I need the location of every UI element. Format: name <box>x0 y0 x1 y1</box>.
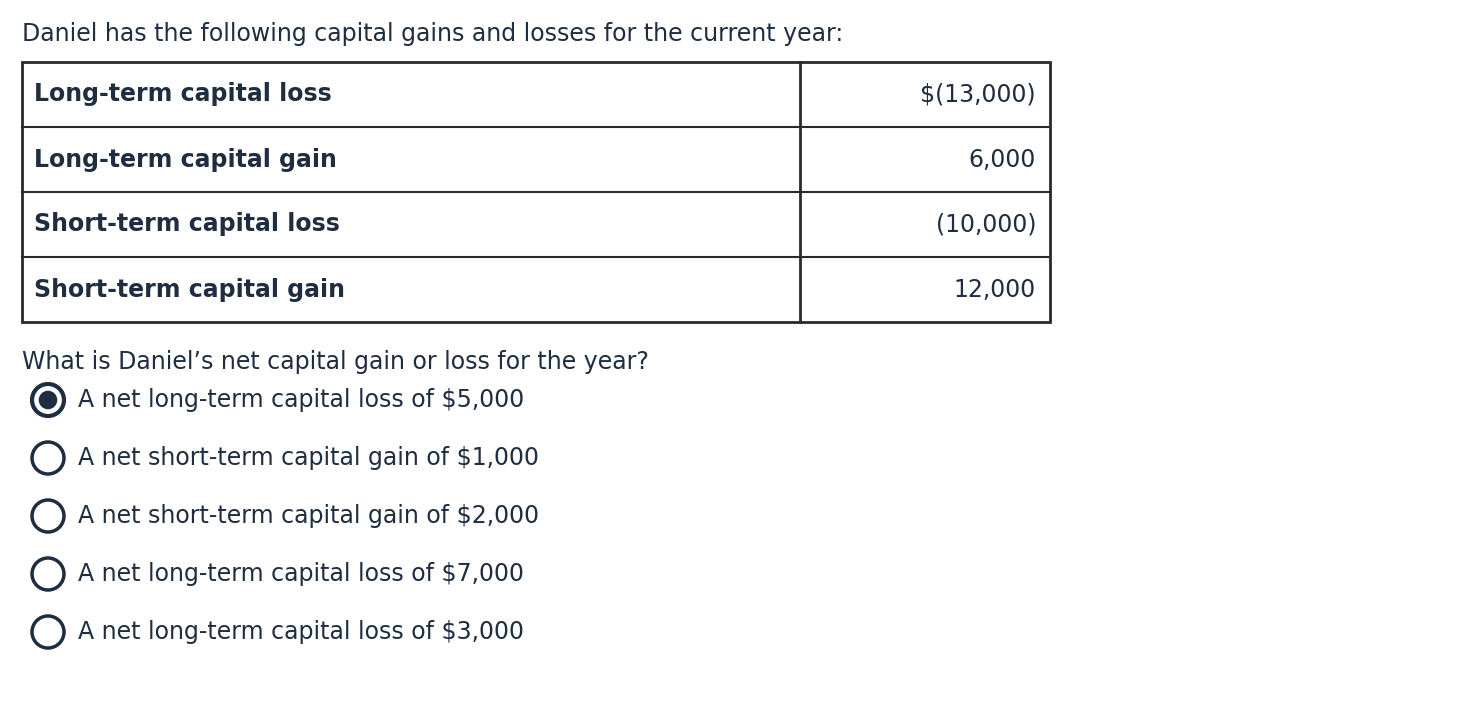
Circle shape <box>32 558 65 590</box>
Text: A net long-term capital loss of $3,000: A net long-term capital loss of $3,000 <box>78 620 523 644</box>
Text: Long-term capital loss: Long-term capital loss <box>34 82 331 106</box>
Circle shape <box>32 442 65 474</box>
Circle shape <box>38 391 57 409</box>
Text: 6,000: 6,000 <box>969 148 1036 172</box>
Text: $(13,000): $(13,000) <box>921 82 1036 106</box>
Circle shape <box>32 616 65 648</box>
Text: A net short-term capital gain of $1,000: A net short-term capital gain of $1,000 <box>78 446 539 470</box>
Text: (10,000): (10,000) <box>935 213 1036 237</box>
Text: A net long-term capital loss of $7,000: A net long-term capital loss of $7,000 <box>78 562 523 586</box>
Text: Short-term capital loss: Short-term capital loss <box>34 213 340 237</box>
Text: A net short-term capital gain of $2,000: A net short-term capital gain of $2,000 <box>78 504 539 528</box>
Text: Daniel has the following capital gains and losses for the current year:: Daniel has the following capital gains a… <box>22 22 843 46</box>
Text: A net long-term capital loss of $5,000: A net long-term capital loss of $5,000 <box>78 388 525 412</box>
Text: Short-term capital gain: Short-term capital gain <box>34 277 345 301</box>
Circle shape <box>32 500 65 532</box>
Text: Long-term capital gain: Long-term capital gain <box>34 148 337 172</box>
Circle shape <box>32 384 65 416</box>
Text: What is Daniel’s net capital gain or loss for the year?: What is Daniel’s net capital gain or los… <box>22 350 649 374</box>
Bar <box>22 62 1050 322</box>
Text: 12,000: 12,000 <box>954 277 1036 301</box>
